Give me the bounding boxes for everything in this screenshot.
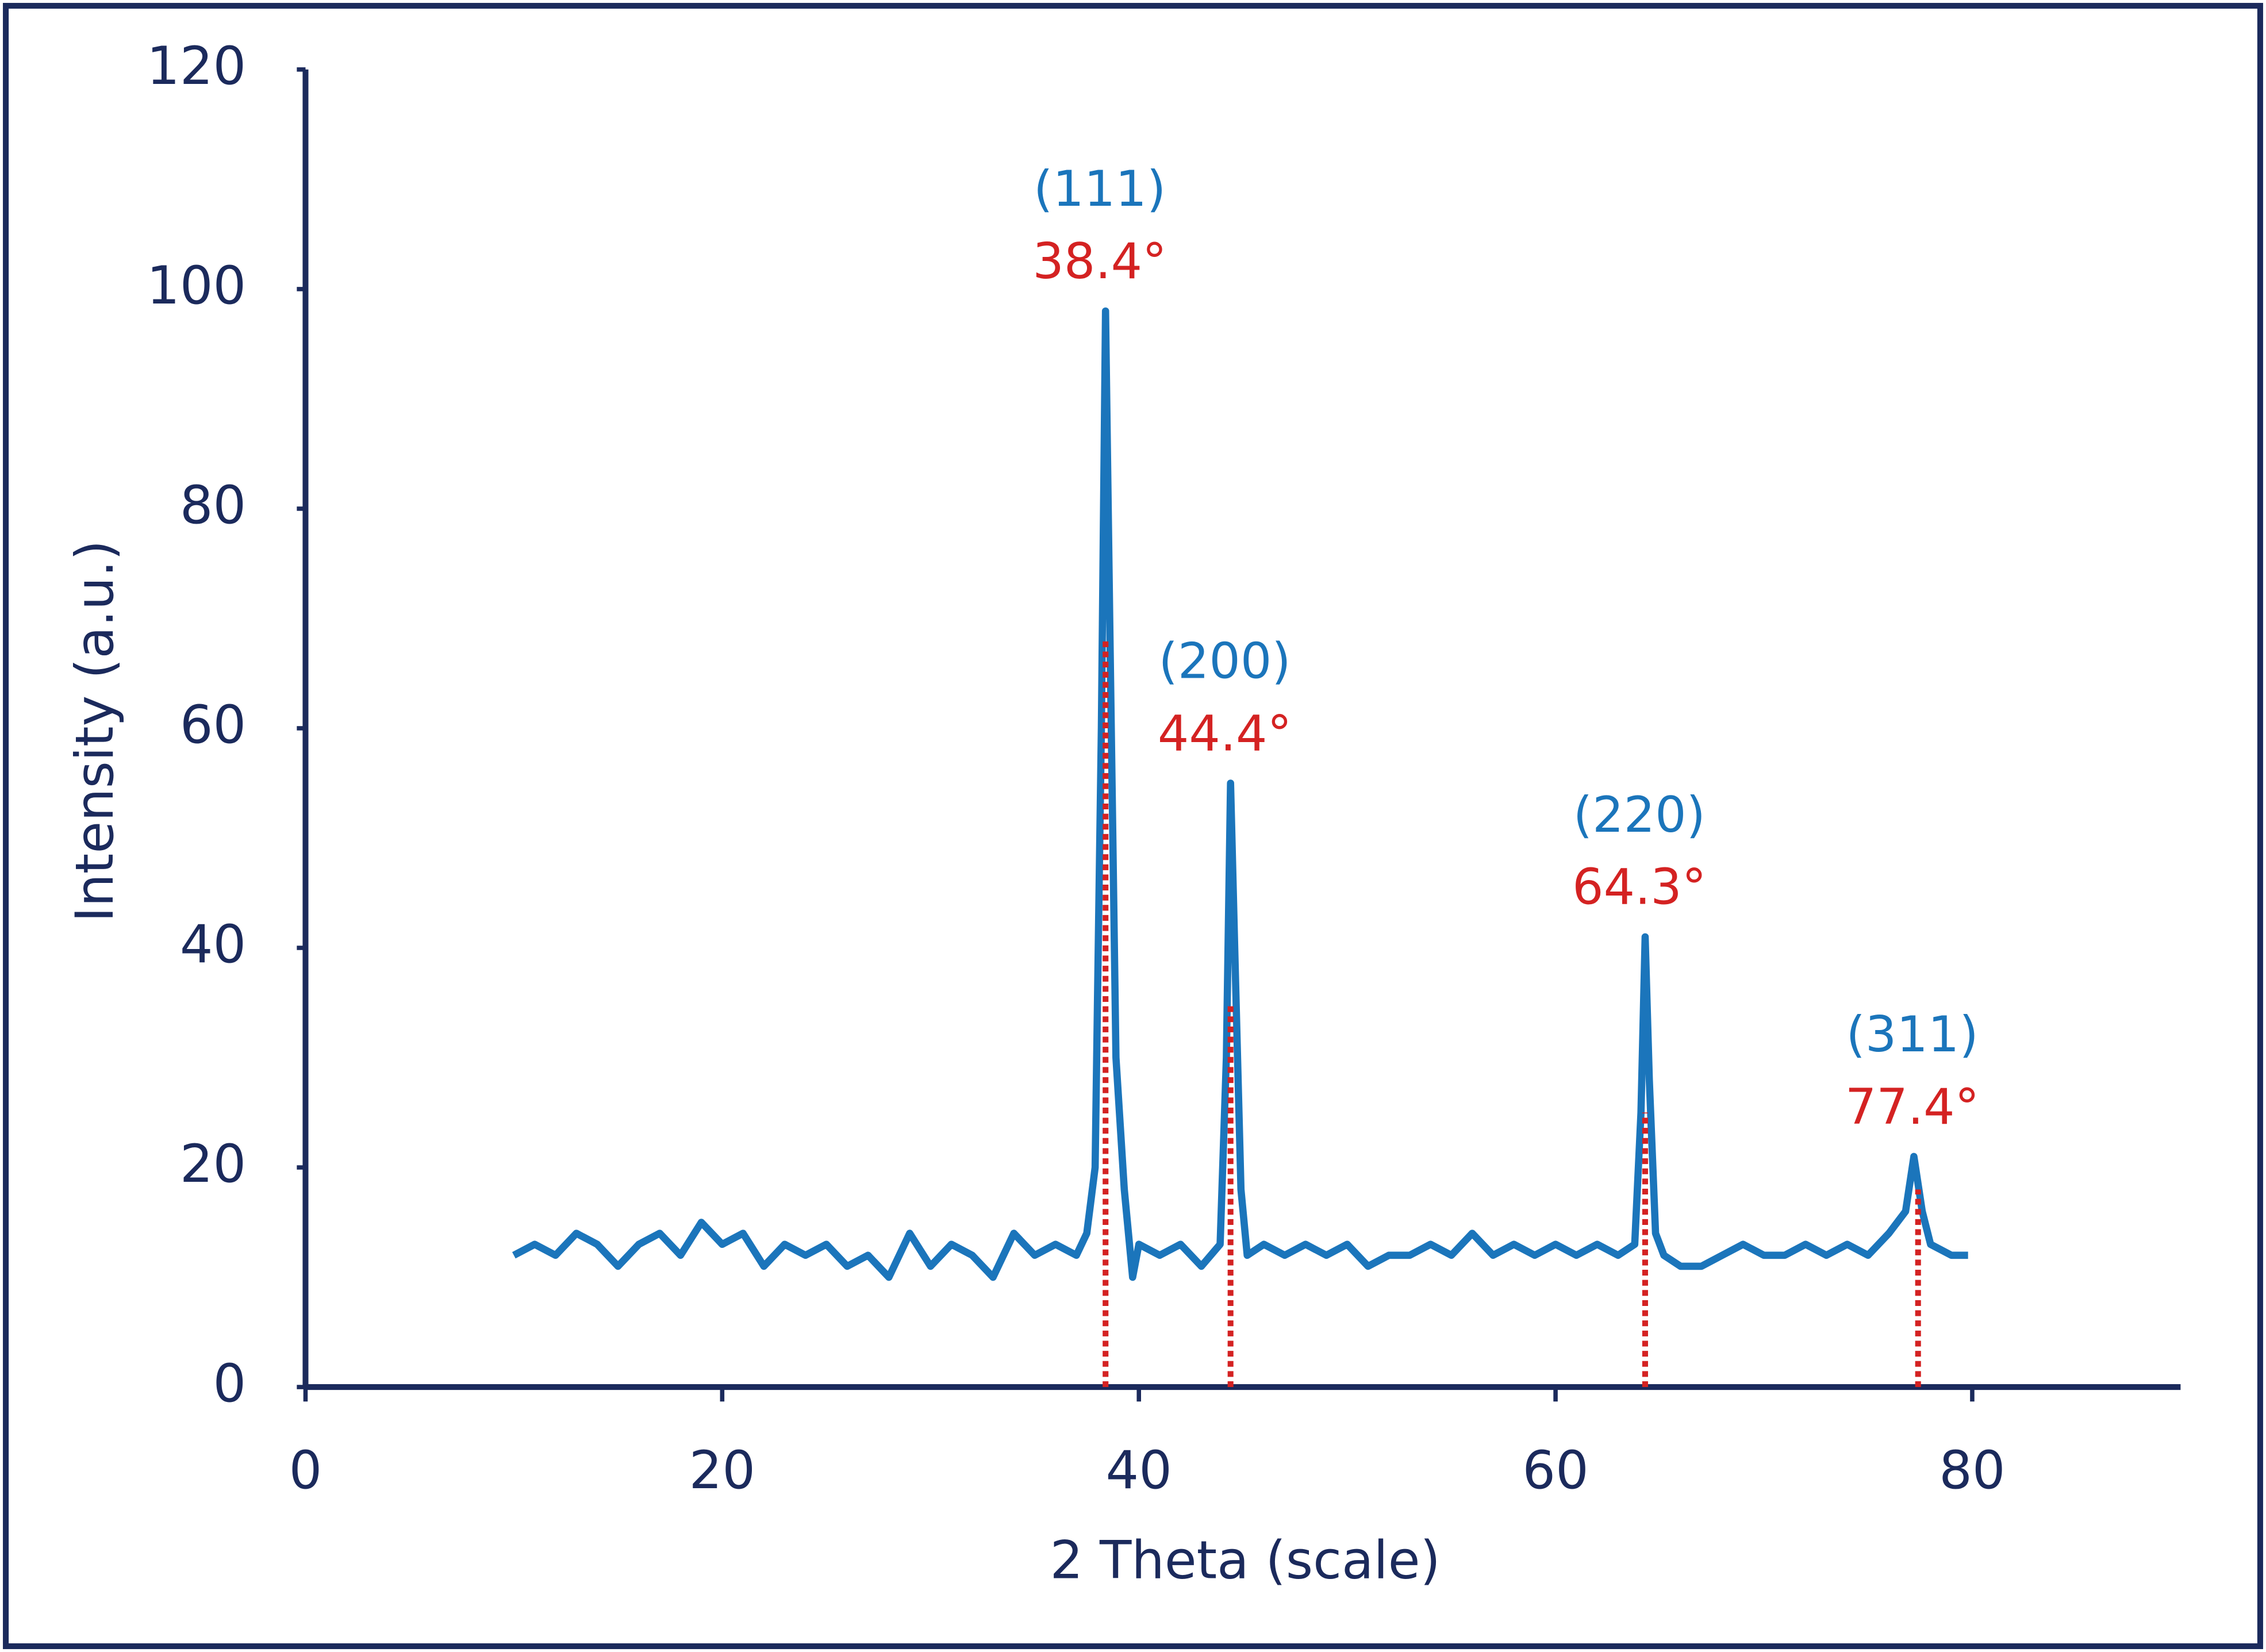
y-tick-label: 120 (147, 36, 246, 97)
y-tick-label: 80 (180, 475, 246, 536)
y-axis-title: Intensity (a.u.) (65, 540, 125, 923)
y-tick-label: 100 (147, 256, 246, 316)
x-tick-label: 40 (1106, 1440, 1172, 1501)
x-tick-label: 80 (1939, 1440, 2005, 1501)
y-tick-label: 60 (180, 695, 246, 755)
peak-hkl-label: (200) (1158, 633, 1291, 690)
peak-angle-label: 64.3° (1572, 859, 1706, 916)
peak-hkl-label: (220) (1573, 787, 1706, 844)
peak-angle-label: 77.4° (1845, 1079, 1979, 1136)
x-tick-label: 20 (689, 1440, 755, 1501)
peak-angle-label: 44.4° (1158, 705, 1292, 762)
peak-hkl-label: (111) (1034, 161, 1166, 218)
y-tick-label: 20 (180, 1134, 246, 1194)
x-tick-label: 60 (1522, 1440, 1588, 1501)
frame (3, 3, 2263, 1649)
x-tick-label: 0 (289, 1440, 322, 1501)
peak-hkl-label: (311) (1846, 1006, 1979, 1063)
peak-angle-label: 38.4° (1032, 233, 1166, 290)
y-tick-label: 0 (213, 1354, 247, 1414)
x-axis-title: 2 Theta (scale) (1050, 1530, 1441, 1590)
data-line (512, 307, 1968, 1281)
y-tick-label: 40 (180, 915, 246, 975)
